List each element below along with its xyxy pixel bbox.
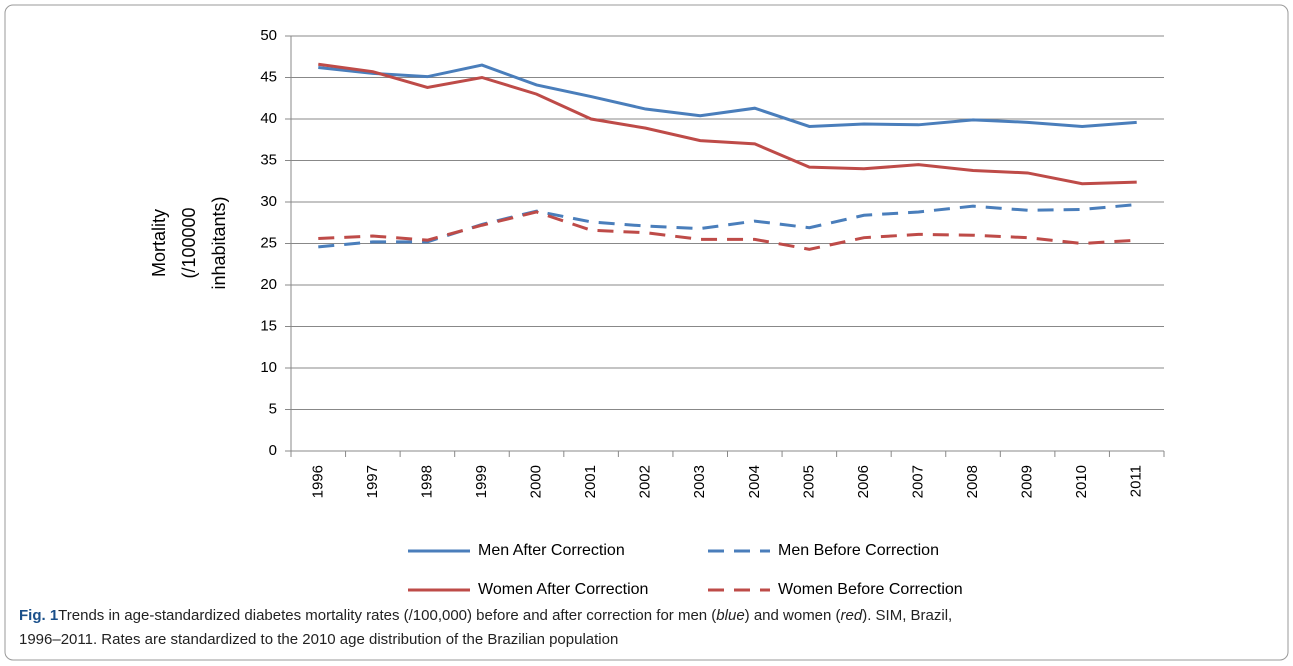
y-axis-label: Mortality: [149, 209, 169, 277]
caption: Fig. 1Trends in age-standardized diabete…: [19, 607, 952, 624]
caption-text: red: [841, 607, 863, 624]
x-tick-label: 2007: [909, 465, 926, 498]
x-tick-label: 1997: [364, 465, 381, 498]
y-axis-label: inhabitants): [209, 196, 229, 289]
caption-text: Trends in age-standardized diabetes mort…: [58, 607, 716, 624]
y-tick-label: 35: [260, 151, 277, 168]
x-tick-label: 2009: [1019, 465, 1036, 498]
y-tick-label: 10: [260, 359, 277, 376]
legend-label: Men Before Correction: [778, 542, 939, 559]
caption-text: ). SIM, Brazil,: [862, 607, 952, 624]
x-tick-label: 2006: [855, 465, 872, 498]
series-line: [318, 210, 1137, 251]
x-tick-label: 2004: [746, 465, 763, 498]
legend-label: Men After Correction: [478, 542, 625, 559]
caption-label: Fig. 1: [19, 607, 58, 624]
y-tick-label: 30: [260, 193, 277, 210]
caption: 1996–2011. Rates are standardized to the…: [19, 631, 618, 648]
x-tick-label: 2002: [637, 465, 654, 498]
legend-label: Women After Correction: [478, 581, 648, 598]
legend-label: Women Before Correction: [778, 581, 963, 598]
y-tick-label: 20: [260, 276, 277, 293]
x-tick-label: 2001: [582, 465, 599, 498]
x-tick-label: 2008: [964, 465, 981, 498]
y-tick-label: 25: [260, 234, 277, 251]
x-tick-label: 2011: [1128, 465, 1145, 497]
y-tick-label: 40: [260, 110, 277, 127]
series-line: [318, 62, 1137, 186]
y-tick-label: 5: [269, 400, 277, 417]
y-tick-label: 45: [260, 68, 277, 85]
x-tick-label: 2005: [800, 465, 817, 498]
y-tick-label: 50: [260, 27, 277, 44]
y-axis-label: (/100000: [179, 207, 199, 278]
frame: [4, 4, 1289, 661]
x-tick-label: 2000: [528, 465, 545, 498]
x-tick-label: 1996: [309, 465, 326, 498]
x-tick-label: 1999: [473, 465, 490, 498]
series-line: [318, 63, 1137, 128]
x-tick-label: 2010: [1073, 465, 1090, 498]
caption-text: ) and women (: [745, 607, 841, 624]
x-tick-label: 1998: [418, 465, 435, 498]
y-tick-label: 15: [260, 317, 277, 334]
y-tick-label: 0: [269, 442, 277, 459]
caption-text: blue: [716, 607, 744, 624]
caption-text: 1996–2011. Rates are standardized to the…: [19, 631, 618, 648]
x-tick-label: 2003: [691, 465, 708, 498]
